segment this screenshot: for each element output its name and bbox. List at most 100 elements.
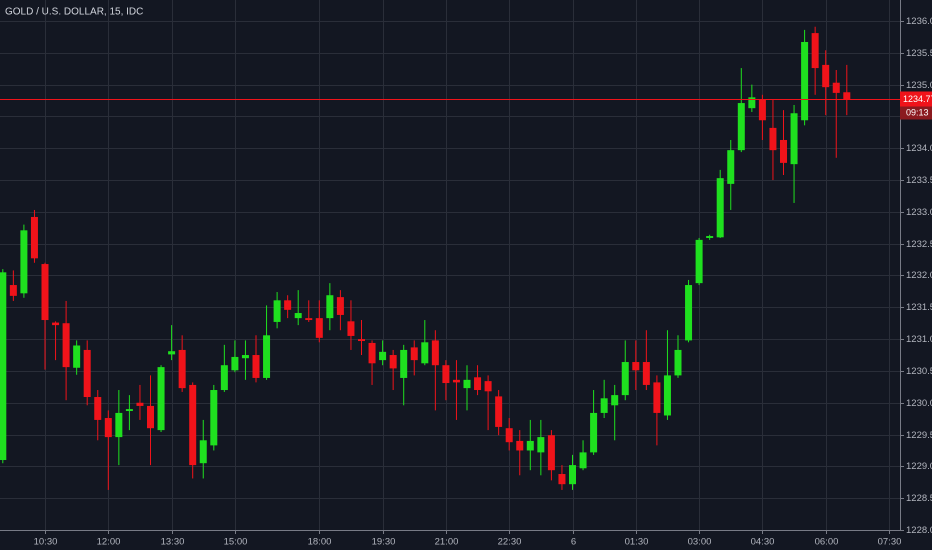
y-tick-label: 1230.50 [906,366,932,377]
candle-body [326,295,334,319]
candle-body [336,297,344,315]
y-tick-label: 1231.50 [906,302,932,313]
candle-body [73,345,81,368]
y-tick-label: 1232.50 [906,239,932,250]
x-tick-label: 21:00 [435,537,459,548]
candle-body [389,355,397,369]
candle-body [737,103,745,151]
y-tick-label: 1234.00 [906,143,932,154]
candle-body [822,64,830,88]
candle-body [537,437,545,453]
candle-body [706,236,714,238]
candle-body [748,97,756,109]
candle-body [674,349,682,376]
candle-body [315,318,323,338]
candle-body [632,362,640,371]
y-tick-label: 1229.50 [906,430,932,441]
candle-body [780,139,787,163]
candle-body [125,409,133,412]
y-tick-label: 1235.00 [906,80,932,91]
candle-body [0,272,7,461]
x-tick-label: 12:00 [97,537,121,548]
x-tick-label: 22:30 [498,537,522,548]
y-tick-label: 1236.00 [906,16,932,27]
chart-title: GOLD / U.S. DOLLAR, 15, IDC [5,7,143,18]
x-tick-label: 01:30 [625,537,649,548]
candle-body [516,440,524,451]
candle-body [526,440,534,451]
candle-body [20,230,28,294]
candle-body [136,402,144,406]
candle-body [94,397,102,420]
candle-body [263,335,271,378]
x-tick-label: 10:30 [34,537,58,548]
x-tick-label: 19:30 [372,537,396,548]
candle-body [431,340,439,366]
y-tick-label: 1235.50 [906,48,932,59]
candle-body [273,300,281,322]
candle-body [484,381,492,392]
candle-body [421,342,429,364]
candle-body [495,396,503,427]
y-tick-label: 1233.50 [906,175,932,186]
candle-body [811,33,819,69]
candle-body [663,375,671,416]
candle-body [727,150,735,184]
candle-body [104,418,112,438]
candle-body [294,313,302,319]
candle-body [621,362,629,396]
candle-body [590,412,598,453]
x-tick-label: 15:00 [224,537,248,548]
countdown-tag [900,106,932,120]
candle-body [252,355,260,378]
candles [0,26,900,490]
candle-body [463,379,471,389]
candle-body [452,379,460,383]
candle-body [368,342,376,364]
candle-body [569,465,576,485]
candle-body [358,339,365,342]
candle-body [189,384,197,466]
candle-body [62,323,70,368]
candle-body [400,349,408,378]
candle-body [642,362,650,385]
candle-body [579,452,587,469]
candle-body [505,428,513,443]
candle-body [347,321,355,336]
candle-body [547,435,555,471]
candle-body [41,264,49,321]
x-tick-label: 07:30 [878,537,902,548]
x-tick-label: 6 [571,537,576,548]
y-tick-label: 1231.00 [906,334,932,345]
candle-body [52,322,60,326]
y-tick-label: 1228.00 [906,525,932,536]
grid [0,0,900,531]
last-price-tag [900,91,932,107]
candle-body [790,113,798,165]
x-tick-label: 04:30 [751,537,775,548]
candle-body [115,412,123,438]
candle-body [157,367,165,431]
candle-body [653,382,661,413]
candle-body [695,239,703,284]
candle-body [600,398,608,413]
candle-body [9,285,17,296]
candle-body [168,351,176,355]
x-tick-label: 18:00 [308,537,332,548]
candle-body [474,377,482,391]
x-tick-label: 13:30 [161,537,185,548]
candle-body [832,82,840,93]
candle-body [685,285,693,341]
candle-body [178,349,186,389]
candle-body [716,178,724,238]
candle-body [30,216,38,259]
candle-body [769,127,777,151]
candle-body [210,390,218,446]
candle-body [147,405,154,429]
candle-body [611,395,619,406]
x-tick-label: 06:00 [815,537,839,548]
candle-body [231,356,239,371]
